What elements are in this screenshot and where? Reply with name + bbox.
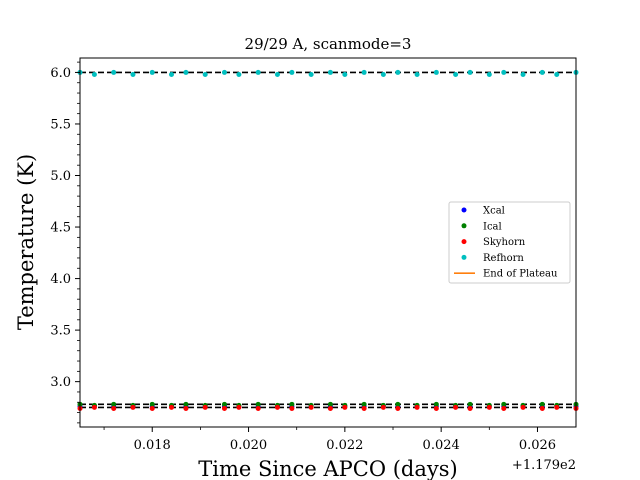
legend-refhorn-label: Refhorn [483,253,524,264]
skyhorn-point [91,404,97,410]
refhorn-point [395,69,401,75]
y-tick-label: 5.5 [50,117,71,132]
refhorn-point [289,69,295,75]
skyhorn-point [380,404,386,410]
y-tick-label: 3.0 [50,375,71,390]
refhorn-point [361,69,367,75]
x-axis-offset-label: +1.179e2 [512,458,576,473]
legend-ical-label: Ical [483,221,502,232]
y-tick-label: 5.0 [50,169,71,184]
skyhorn-point [183,405,189,411]
legend-refhorn-swatch [461,254,467,260]
refhorn-point [380,71,386,77]
ical-point [111,401,117,407]
ical-point [149,401,155,407]
ical-point [433,401,439,407]
skyhorn-point [149,405,155,411]
skyhorn-point [486,404,492,410]
x-tick-label: 0.024 [423,438,460,453]
ical-point [395,401,401,407]
refhorn-point [183,69,189,75]
skyhorn-point [342,404,348,410]
y-axis-label: Temperature (K) [14,154,38,330]
legend: Xcal Ical Skyhorn Refhorn End of Plateau [448,201,571,284]
legend-xcal-swatch [461,207,467,213]
legend-end-of-plateau-label: End of Plateau [483,269,558,280]
skyhorn-point [168,404,174,410]
ical-point [361,401,367,407]
skyhorn-point [289,405,295,411]
skyhorn-point [361,405,367,411]
skyhorn-point [327,405,333,411]
refhorn-point [274,71,280,77]
x-axis: 0.018 0.020 0.022 0.024 0.026 [103,427,556,453]
skyhorn-point [395,405,401,411]
refhorn-point [501,69,507,75]
refhorn-point [308,71,314,77]
skyhorn-point [520,404,526,410]
refhorn-point [467,69,473,75]
skyhorn-point [539,405,545,411]
skyhorn-point [221,405,227,411]
skyhorn-point [111,405,117,411]
legend-ical-swatch [461,223,467,229]
skyhorn-point [274,404,280,410]
ical-point [539,401,545,407]
refhorn-point [149,69,155,75]
legend-box [448,201,571,284]
refhorn-point [520,71,526,77]
ical-point [255,401,261,407]
ical-point [183,401,189,407]
y-tick-label: 4.5 [50,221,71,236]
legend-xcal-label: Xcal [483,206,505,217]
skyhorn-point [453,404,459,410]
refhorn-point [221,69,227,75]
ical-point [501,401,507,407]
refhorn-point [168,71,174,77]
skyhorn-point [501,405,507,411]
skyhorn-point [236,404,242,410]
skyhorn-point [433,405,439,411]
refhorn-point [554,71,560,77]
refhorn-point [91,71,97,77]
series-marks [77,69,579,411]
legend-skyhorn-label: Skyhorn [483,237,526,248]
ical-point [467,401,473,407]
y-tick-label: 6.0 [50,66,71,81]
skyhorn-point [414,404,420,410]
refhorn-point [414,71,420,77]
refhorn-point [111,69,117,75]
skyhorn-point [308,404,314,410]
refhorn-point [327,69,333,75]
plot-frame [79,57,577,428]
x-tick-label: 0.022 [326,438,363,453]
y-tick-label: 3.5 [50,324,71,339]
ical-point [221,401,227,407]
refhorn-point [486,71,492,77]
refhorn-point [433,69,439,75]
refhorn-point [130,71,136,77]
y-tick-label: 4.0 [50,272,71,287]
legend-skyhorn-swatch [461,239,467,245]
refhorn-point [202,71,208,77]
skyhorn-point [255,405,261,411]
ical-point [327,401,333,407]
chart-title: 29/29 A, scanmode=3 [245,35,412,53]
skyhorn-point [202,404,208,410]
x-tick-label: 0.020 [230,438,267,453]
refhorn-point [255,69,261,75]
refhorn-point [453,71,459,77]
x-axis-label: Time Since APCO (days) [198,457,457,480]
x-tick-label: 0.018 [134,438,171,453]
skyhorn-point [554,404,560,410]
x-tick-label: 0.026 [519,438,556,453]
skyhorn-point [467,405,473,411]
y-axis: 3.0 3.5 4.0 4.5 5.0 5.5 6.0 [50,61,80,424]
refhorn-point [342,71,348,77]
skyhorn-point [130,404,136,410]
ical-point [289,401,295,407]
refhorn-point [539,69,545,75]
refhorn-point [236,71,242,77]
